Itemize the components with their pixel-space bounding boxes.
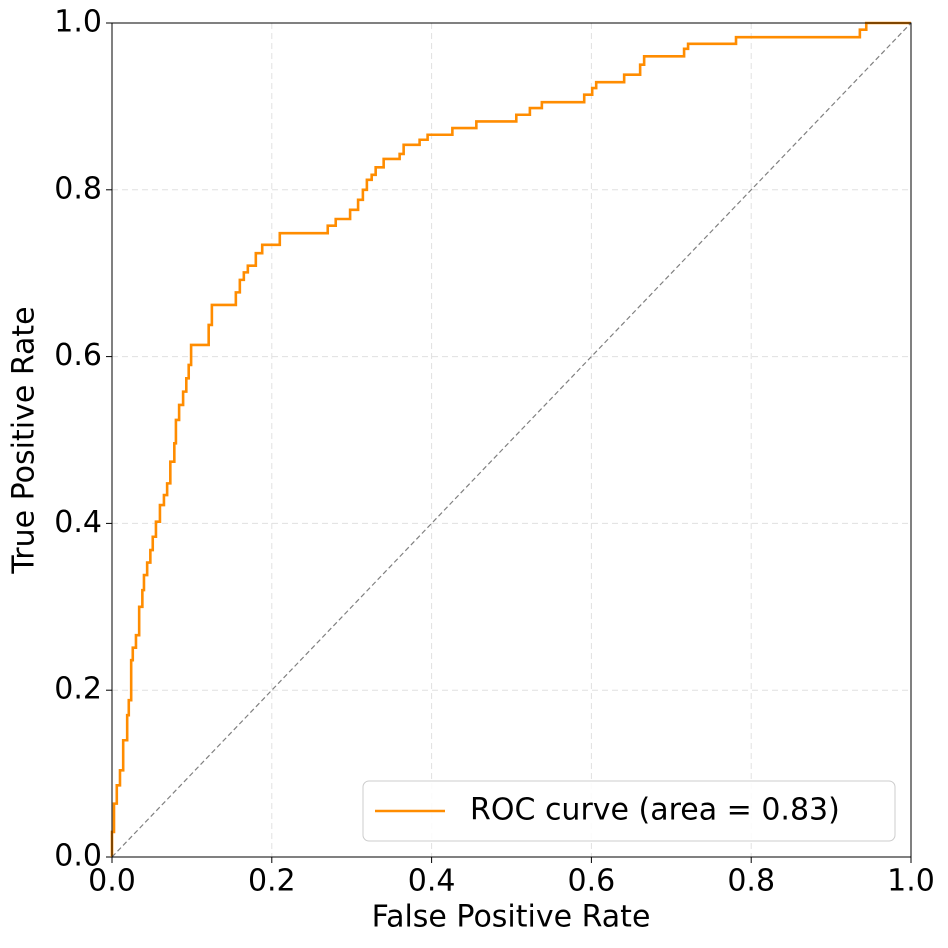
y-axis-label: True Positive Rate (7, 306, 42, 574)
x-tick-label: 0.6 (568, 864, 616, 899)
roc-curve (110, 21, 911, 857)
x-tick-label: 0.4 (408, 864, 456, 899)
reference-line (111, 22, 912, 858)
legend-label: ROC curve (area = 0.83) (470, 793, 840, 828)
y-tick-label: 0.0 (54, 839, 102, 874)
y-tick-label: 0.6 (54, 338, 102, 373)
x-axis-label: False Positive Rate (372, 900, 651, 935)
y-tick-label: 0.2 (54, 672, 102, 707)
y-tick-label: 0.4 (54, 505, 102, 540)
plot-frame (111, 22, 912, 858)
legend-box (362, 780, 896, 842)
legend: ROC curve (area = 0.83) (362, 780, 896, 842)
y-tick-label: 1.0 (54, 5, 102, 40)
x-tick-label: 0.2 (248, 864, 296, 899)
x-tick-label: 1.0 (887, 864, 935, 899)
x-tick-label: 0.0 (88, 864, 136, 899)
x-tick-label: 0.8 (727, 864, 775, 899)
y-tick-label: 0.8 (54, 171, 102, 206)
